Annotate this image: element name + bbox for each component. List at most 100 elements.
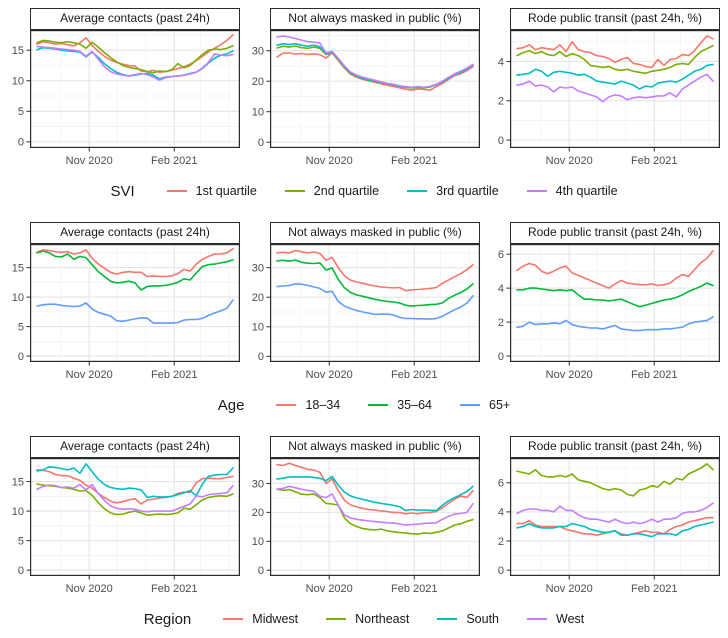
svg-text:15: 15 (12, 476, 24, 488)
svg-text:30: 30 (252, 46, 264, 58)
panel-title: Not always masked in public (%) (288, 225, 462, 239)
svg-text:0: 0 (498, 135, 504, 147)
legend-item: West (527, 612, 584, 626)
line-plot: 0 2 4 6 Nov 2020 Feb 2021 (498, 458, 720, 595)
svg-text:Nov 2020: Nov 2020 (306, 583, 353, 595)
svg-text:20: 20 (252, 292, 264, 304)
svg-text:Nov 2020: Nov 2020 (66, 583, 113, 595)
svg-text:Feb 2021: Feb 2021 (391, 583, 437, 595)
line-swatch (223, 618, 244, 620)
legend-label: 4th quartile (555, 184, 618, 198)
line-plot: 0 5 10 15 Nov 2020 Feb 2021 (12, 30, 240, 167)
facet-row-svi: Average contacts (past 24h) 0 5 10 15 Nov 20… (0, 8, 728, 204)
legend-label: 35–64 (397, 398, 432, 412)
svg-text:Nov 2020: Nov 2020 (306, 155, 353, 167)
svg-text:Nov 2020: Nov 2020 (306, 369, 353, 381)
legend-item: 35–64 (368, 398, 432, 412)
svg-text:0: 0 (258, 351, 264, 363)
panel-title: Rode public transit (past 24h, %) (527, 225, 703, 239)
line-plot: 0 2 4 6 Nov 2020 Feb 2021 (498, 244, 720, 381)
svg-text:30: 30 (252, 478, 264, 490)
svg-text:6: 6 (498, 478, 504, 490)
panel-title: Average contacts (past 24h) (60, 11, 210, 25)
svg-text:5: 5 (18, 106, 24, 118)
facet-row-region: Average contacts (past 24h) 0 5 10 15 Nov 20… (0, 436, 728, 632)
svg-text:2: 2 (498, 317, 504, 329)
panel-transit-region: Rode public transit (past 24h, %) 0 2 4 6 No… (480, 436, 720, 598)
svg-text:Nov 2020: Nov 2020 (546, 583, 593, 595)
line-swatch (166, 190, 187, 192)
svg-text:5: 5 (18, 535, 24, 547)
svg-text:Nov 2020: Nov 2020 (546, 155, 593, 167)
svg-text:Feb 2021: Feb 2021 (391, 369, 437, 381)
legend-item: 18–34 (276, 398, 340, 412)
svg-text:10: 10 (252, 107, 264, 119)
svg-text:Feb 2021: Feb 2021 (151, 369, 197, 381)
svg-text:Feb 2021: Feb 2021 (151, 155, 197, 167)
panel-strip: Rode public transit (past 24h, %) (510, 436, 720, 458)
panel-strip-row: Average contacts (past 24h) 0 5 10 15 Nov 20… (0, 222, 728, 384)
facet-row-age: Average contacts (past 24h) 0 5 10 15 Nov 20… (0, 222, 728, 418)
svg-text:0: 0 (498, 565, 504, 577)
svg-text:10: 10 (252, 322, 264, 334)
legend-item: 4th quartile (526, 184, 618, 198)
line-swatch (526, 190, 547, 192)
legend-title: SVI (110, 182, 135, 200)
svg-text:15: 15 (12, 262, 24, 274)
line-swatch (407, 190, 428, 192)
panel-title: Rode public transit (past 24h, %) (527, 439, 703, 453)
panel-strip: Average contacts (past 24h) (30, 222, 240, 244)
legend-item: South (437, 612, 499, 626)
panel-transit-age: Rode public transit (past 24h, %) 0 2 4 6 No… (480, 222, 720, 384)
panel-strip: Average contacts (past 24h) (30, 8, 240, 30)
panel-strip: Not always masked in public (%) (270, 436, 480, 458)
svg-text:10: 10 (252, 536, 264, 548)
line-plot: 0 2 4 Nov 2020 Feb 2021 (498, 30, 720, 167)
svg-text:2: 2 (498, 96, 504, 108)
svg-text:4: 4 (498, 283, 504, 295)
svg-text:2: 2 (498, 536, 504, 548)
svg-text:0: 0 (258, 565, 264, 577)
legend-item: 2nd quartile (284, 184, 379, 198)
svg-text:0: 0 (18, 565, 24, 577)
legend-age: Age 18–34 35–64 65+ (0, 392, 728, 418)
legend-label: 18–34 (305, 398, 341, 412)
svg-text:Nov 2020: Nov 2020 (66, 155, 113, 167)
svg-text:0: 0 (18, 137, 24, 149)
svg-text:0: 0 (498, 351, 504, 363)
panel-strip: Not always masked in public (%) (270, 8, 480, 30)
line-plot: 0 10 20 30 Nov 2020 Feb 2021 (252, 458, 480, 595)
svg-text:10: 10 (12, 506, 24, 518)
panel-contacts-age: Average contacts (past 24h) 0 5 10 15 Nov 20… (0, 222, 240, 384)
svg-text:4: 4 (498, 56, 504, 68)
panel-title: Average contacts (past 24h) (60, 225, 210, 239)
legend-label: Midwest (252, 612, 299, 626)
panel-strip-row: Average contacts (past 24h) 0 5 10 15 Nov 20… (0, 436, 728, 598)
panel-masked-region: Not always masked in public (%) 0 10 20 30 N… (240, 436, 480, 598)
svg-text:0: 0 (18, 351, 24, 363)
svg-text:15: 15 (12, 45, 24, 57)
line-swatch (368, 404, 389, 406)
legend-label: 3rd quartile (436, 184, 499, 198)
line-swatch (276, 404, 297, 406)
panel-title: Average contacts (past 24h) (60, 439, 210, 453)
legend-label: 65+ (489, 398, 511, 412)
svg-text:Feb 2021: Feb 2021 (631, 583, 677, 595)
line-plot: 0 10 20 30 Nov 2020 Feb 2021 (252, 30, 480, 167)
svg-text:10: 10 (12, 292, 24, 304)
legend-svi: SVI 1st quartile 2nd quartile 3rd quarti… (0, 178, 728, 204)
line-plot: 0 5 10 15 Nov 2020 Feb 2021 (12, 244, 240, 381)
line-swatch (326, 618, 347, 620)
panel-strip: Rode public transit (past 24h, %) (510, 8, 720, 30)
legend-item: 65+ (460, 398, 510, 412)
svg-text:Nov 2020: Nov 2020 (66, 369, 113, 381)
line-plot: 0 5 10 15 Nov 2020 Feb 2021 (12, 458, 240, 595)
svg-text:20: 20 (252, 76, 264, 88)
svg-text:0: 0 (258, 137, 264, 149)
panel-masked-age: Not always masked in public (%) 0 10 20 30 N… (240, 222, 480, 384)
panel-strip: Average contacts (past 24h) (30, 436, 240, 458)
svg-text:5: 5 (18, 321, 24, 333)
legend-label: 1st quartile (195, 184, 257, 198)
panel-strip: Not always masked in public (%) (270, 222, 480, 244)
panel-title: Not always masked in public (%) (288, 439, 462, 453)
